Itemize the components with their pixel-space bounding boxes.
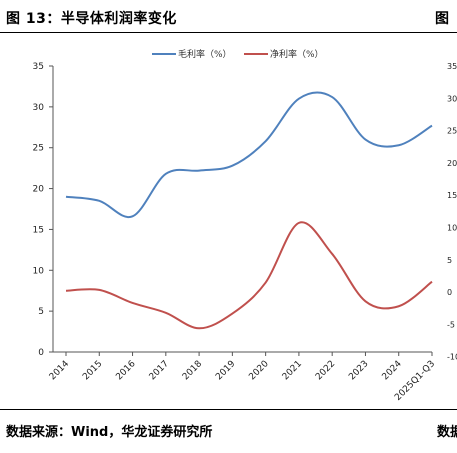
y-tick-label: 0 (38, 348, 44, 358)
y-tick-label: 10 (33, 266, 45, 276)
adjacent-y-tick-label: 0 (447, 288, 452, 297)
y-tick-label: 30 (33, 103, 45, 113)
y-tick-label: 5 (38, 307, 44, 317)
figure-title: 图 13：半导体利润率变化 (6, 11, 177, 27)
y-tick-label: 25 (33, 144, 44, 154)
y-tick-label: 15 (33, 225, 44, 235)
y-tick-label: 20 (33, 185, 45, 195)
series-line-net-margin (65, 221, 433, 330)
y-tick-label: 35 (33, 62, 44, 72)
adjacent-y-tick-label: 5 (447, 256, 452, 265)
adjacent-y-tick-label: 15 (447, 191, 457, 200)
x-tick-label: 2019 (214, 359, 237, 382)
x-tick-label: 2016 (114, 359, 137, 382)
x-tick-label: 2014 (48, 359, 71, 382)
x-tick-label: 2018 (181, 359, 204, 382)
adjacent-data-source: 数据 (437, 425, 457, 440)
adjacent-y-tick-label: -10 (447, 353, 457, 362)
adjacent-y-tick-label: 10 (447, 224, 457, 233)
x-tick-label: 2024 (381, 359, 404, 382)
x-tick-label: 2021 (281, 359, 304, 382)
x-tick-label: 2023 (347, 359, 370, 382)
adjacent-y-tick-label: 30 (447, 94, 457, 103)
adjacent-y-tick-label: -5 (447, 320, 455, 329)
x-tick-label: 2022 (314, 359, 337, 382)
footer-rule (0, 409, 457, 410)
series-line-gross-margin (65, 91, 433, 219)
legend-label: 净利率（%） (270, 48, 324, 60)
x-tick-label: 2017 (148, 359, 171, 382)
header-rule (0, 32, 457, 33)
adjacent-figure-title: 图 (435, 11, 449, 27)
x-tick-label: 2015 (81, 359, 104, 382)
adjacent-y-tick-label: 20 (447, 159, 457, 168)
adjacent-y-tick-label: 35 (447, 62, 457, 71)
figure-header: 图 13：半导体利润率变化 图 (0, 0, 457, 36)
legend-label: 毛利率（%） (178, 48, 232, 60)
x-tick-label: 2020 (247, 359, 270, 382)
adjacent-y-tick-label: 25 (447, 127, 457, 136)
data-source: 数据来源：Wind，华龙证券研究所 (6, 425, 213, 440)
